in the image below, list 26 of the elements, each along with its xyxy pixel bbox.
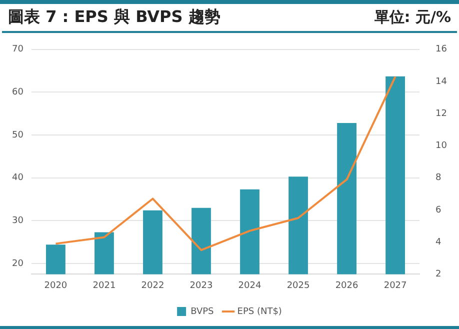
y2-tick-label: 8 [436, 173, 442, 184]
y-tick-label: 30 [12, 216, 24, 226]
y2-tick-label: 14 [436, 76, 448, 87]
x-tick-label: 2021 [92, 280, 116, 291]
y2-tick-label: 16 [436, 44, 448, 55]
x-tick-label: 2020 [44, 280, 68, 291]
chart-title: 圖表 7 : EPS 與 BVPS 趨勢 [8, 7, 220, 28]
y-tick-label: 40 [12, 173, 24, 184]
y2-tick-label: 4 [436, 237, 442, 248]
chart-subtitle: 單位: 元/% [374, 8, 451, 27]
y-tick-label: 20 [12, 258, 24, 269]
x-tick-label: 2023 [190, 280, 213, 291]
y2-tick-label: 10 [436, 141, 448, 152]
x-tick-label: 2025 [286, 280, 310, 291]
y2-tick-label: 6 [436, 205, 442, 216]
y2-tick-label: 2 [436, 270, 442, 280]
legend-label: EPS (NT$) [237, 306, 282, 317]
legend-label: BVPS [190, 306, 214, 317]
x-tick-label: 2024 [238, 280, 262, 291]
y-tick-label: 70 [12, 44, 24, 55]
x-tick-label: 2027 [384, 280, 407, 291]
y2-tick-label: 12 [436, 108, 447, 119]
y-tick-label: 60 [12, 88, 24, 98]
x-tick-label: 2022 [141, 280, 164, 291]
y-tick-label: 50 [12, 130, 24, 140]
x-tick-label: 2026 [335, 280, 359, 291]
